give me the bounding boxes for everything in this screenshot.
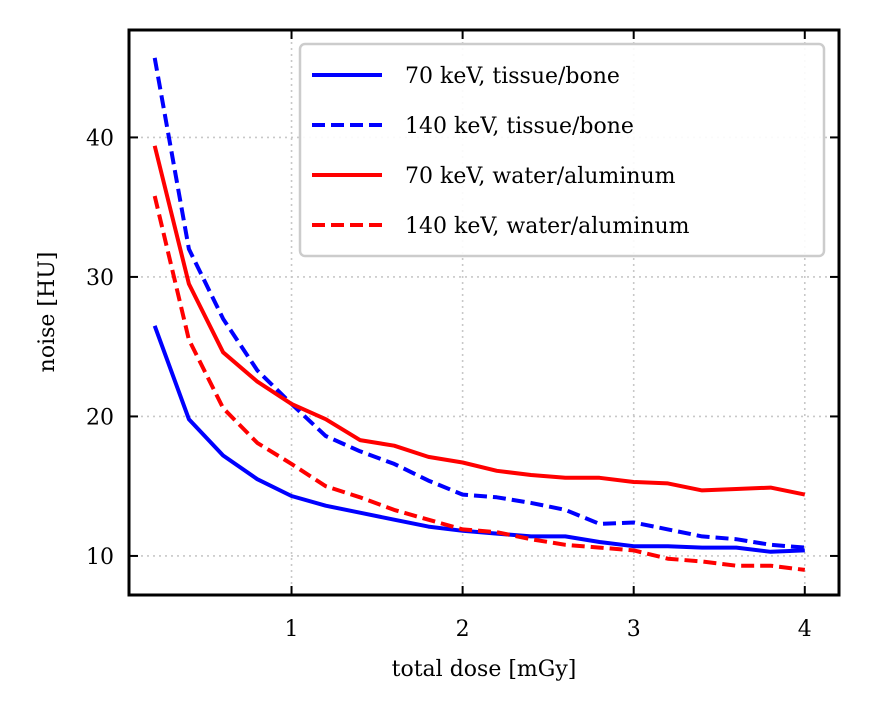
y-tick-label: 30 (86, 266, 114, 291)
series-line-3 (152, 145, 806, 497)
x-tick-label: 2 (456, 617, 470, 642)
series-line-2 (152, 57, 805, 550)
x-tick-label: 1 (285, 617, 299, 642)
plot-area-frame (127, 28, 841, 597)
x-tick-label: 4 (798, 617, 812, 642)
legend-label-2: 140 keV, tissue/bone (405, 114, 634, 139)
legend-label-4: 140 keV, water/aluminum (405, 214, 690, 239)
legend-label-3: 70 keV, water/aluminum (405, 164, 676, 189)
legend: 70 keV, tissue/bone 140 keV, tissue/bone 7… (298, 42, 826, 258)
series-layer (152, 57, 806, 572)
series-line-4 (152, 195, 806, 572)
y-tick-label: 40 (86, 126, 114, 151)
y-tick-label: 20 (86, 405, 114, 430)
x-axis-label: total dose [mGy] (392, 657, 577, 682)
legend-box (298, 42, 826, 258)
legend-label-1: 70 keV, tissue/bone (405, 64, 620, 89)
tick-layer: 1 2 3 4 10 20 30 40 (86, 30, 839, 642)
y-axis-label: noise [HU] (35, 252, 60, 373)
x-tick-label: 3 (627, 617, 641, 642)
y-tick-label: 10 (86, 545, 114, 570)
